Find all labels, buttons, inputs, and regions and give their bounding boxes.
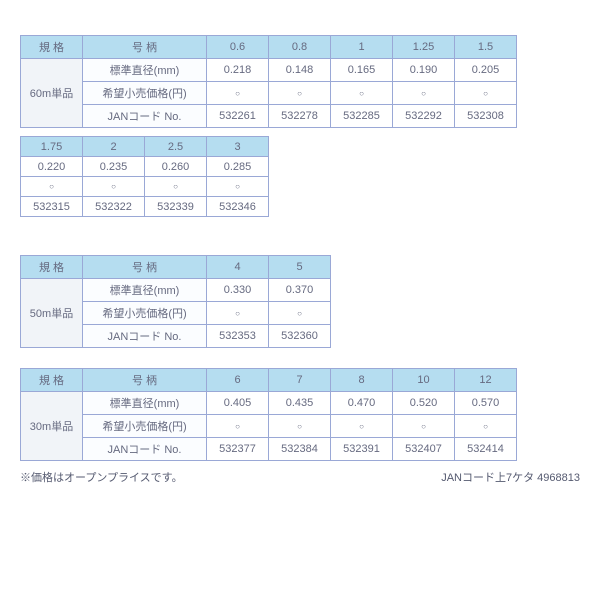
price-note: ※価格はオープンプライスです。 [20, 469, 183, 485]
dia-val: 0.190 [393, 59, 455, 82]
col-spec: 規 格 [21, 369, 83, 392]
jan-val: 532261 [207, 105, 269, 128]
gou-val: 1.5 [455, 36, 517, 59]
dia-val: 0.470 [331, 392, 393, 415]
col-gou: 号 柄 [83, 36, 207, 59]
gou-val: 0.8 [269, 36, 331, 59]
gou-val: 10 [393, 369, 455, 392]
gou-val: 12 [455, 369, 517, 392]
price-val: ○ [21, 177, 83, 197]
jan-val: 532414 [455, 438, 517, 461]
row-diameter: 標準直径(mm) [83, 279, 207, 302]
spec-table-30m: 規 格 号 柄 6 7 8 10 12 30m単品 標準直径(mm) 0.405… [20, 368, 517, 461]
dia-val: 0.220 [21, 157, 83, 177]
col-gou: 号 柄 [83, 256, 207, 279]
col-spec: 規 格 [21, 256, 83, 279]
row-diameter: 標準直径(mm) [83, 392, 207, 415]
gou-val: 2.5 [145, 137, 207, 157]
spec-table-50m: 規 格 号 柄 4 5 50m単品 標準直径(mm) 0.330 0.370 希… [20, 255, 331, 348]
dia-val: 0.330 [207, 279, 269, 302]
spec-name: 60m単品 [21, 59, 83, 128]
price-val: ○ [207, 82, 269, 105]
gou-val: 0.6 [207, 36, 269, 59]
dia-val: 0.260 [145, 157, 207, 177]
gou-val: 7 [269, 369, 331, 392]
price-val: ○ [331, 82, 393, 105]
dia-val: 0.285 [207, 157, 269, 177]
price-val: ○ [269, 82, 331, 105]
dia-val: 0.435 [269, 392, 331, 415]
dia-val: 0.148 [269, 59, 331, 82]
jan-val: 532339 [145, 197, 207, 217]
price-val: ○ [455, 82, 517, 105]
gou-val: 8 [331, 369, 393, 392]
dia-val: 0.520 [393, 392, 455, 415]
col-spec: 規 格 [21, 36, 83, 59]
col-gou: 号 柄 [83, 369, 207, 392]
gou-val: 6 [207, 369, 269, 392]
dia-val: 0.165 [331, 59, 393, 82]
row-jan: JANコード No. [83, 438, 207, 461]
price-val: ○ [207, 302, 269, 325]
spec-table-60m-cont: 1.75 2 2.5 3 0.220 0.235 0.260 0.285 ○ ○… [20, 136, 269, 217]
jan-val: 532278 [269, 105, 331, 128]
price-val: ○ [269, 415, 331, 438]
dia-val: 0.218 [207, 59, 269, 82]
row-price: 希望小売価格(円) [83, 302, 207, 325]
jan-val: 532353 [207, 325, 269, 348]
jan-val: 532322 [83, 197, 145, 217]
row-price: 希望小売価格(円) [83, 82, 207, 105]
jan-val: 532407 [393, 438, 455, 461]
jan-val: 532377 [207, 438, 269, 461]
row-diameter: 標準直径(mm) [83, 59, 207, 82]
jan-prefix-note: JANコード上7ケタ 4968813 [441, 469, 580, 485]
dia-val: 0.205 [455, 59, 517, 82]
jan-val: 532285 [331, 105, 393, 128]
price-val: ○ [207, 177, 269, 197]
gou-val: 1.75 [21, 137, 83, 157]
row-jan: JANコード No. [83, 105, 207, 128]
gou-val: 3 [207, 137, 269, 157]
row-price: 希望小売価格(円) [83, 415, 207, 438]
gou-val: 4 [207, 256, 269, 279]
gou-val: 1 [331, 36, 393, 59]
price-val: ○ [331, 415, 393, 438]
price-val: ○ [207, 415, 269, 438]
dia-val: 0.405 [207, 392, 269, 415]
dia-val: 0.370 [269, 279, 331, 302]
jan-val: 532308 [455, 105, 517, 128]
spec-name: 30m単品 [21, 392, 83, 461]
jan-val: 532391 [331, 438, 393, 461]
gou-val: 2 [83, 137, 145, 157]
row-jan: JANコード No. [83, 325, 207, 348]
jan-val: 532360 [269, 325, 331, 348]
jan-val: 532292 [393, 105, 455, 128]
spec-table-60m: 規 格 号 柄 0.6 0.8 1 1.25 1.5 60m単品 標準直径(mm… [20, 35, 517, 128]
price-val: ○ [83, 177, 145, 197]
jan-val: 532384 [269, 438, 331, 461]
jan-val: 532346 [207, 197, 269, 217]
price-val: ○ [145, 177, 207, 197]
price-val: ○ [393, 415, 455, 438]
spec-name: 50m単品 [21, 279, 83, 348]
gou-val: 1.25 [393, 36, 455, 59]
gou-val: 5 [269, 256, 331, 279]
price-val: ○ [455, 415, 517, 438]
price-val: ○ [269, 302, 331, 325]
dia-val: 0.235 [83, 157, 145, 177]
jan-val: 532315 [21, 197, 83, 217]
dia-val: 0.570 [455, 392, 517, 415]
price-val: ○ [393, 82, 455, 105]
